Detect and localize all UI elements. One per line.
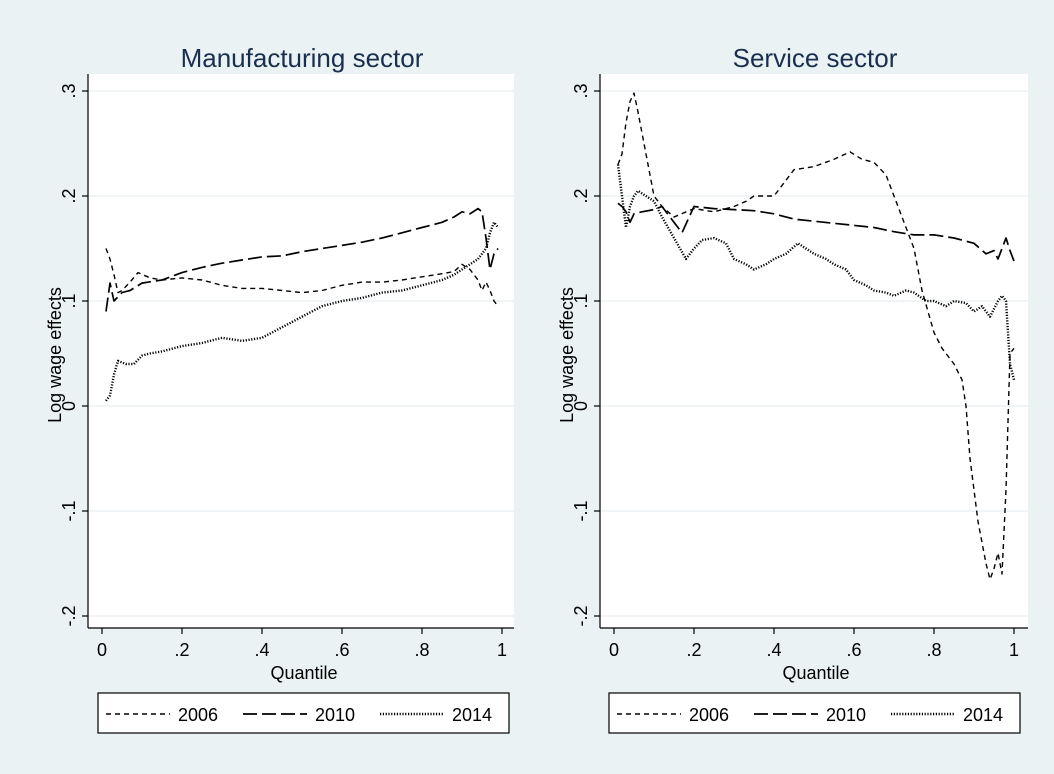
legend: 2006 2010 2014: [608, 692, 1021, 734]
x-tick-label: .6: [334, 640, 349, 660]
legend-box: [608, 692, 1021, 734]
panel-1: Manufacturing sector -.2 -.1 0 .1 .2 .3 0 .2 .4 .6…: [45, 43, 514, 734]
series-line-2006: [617, 92, 1015, 580]
y-tick-label: 0: [59, 401, 79, 411]
y-tick-label: -.2: [59, 605, 79, 626]
series-line-2010: [617, 202, 1015, 262]
x-axis-title: Quantile: [270, 663, 337, 683]
y-tick-label: .1: [59, 293, 79, 308]
legend-label-2014: 2014: [963, 705, 1003, 725]
legend-label-2010: 2010: [826, 705, 866, 725]
y-tick-label: -.1: [571, 500, 591, 521]
plot-area: [600, 74, 1028, 628]
y-axis-title: Log wage effects: [45, 287, 65, 423]
series-line-2014: [105, 221, 499, 402]
x-tick-label: .2: [686, 640, 701, 660]
panel-2: Service sector -.2 -.1 0 .1 .2 .3 0 .2 .4 .6 .8 1 Qua…: [557, 43, 1028, 734]
legend-label-2006: 2006: [689, 705, 729, 725]
x-tick-label: .4: [766, 640, 781, 660]
x-tick-label: .8: [926, 640, 941, 660]
legend-box: [97, 692, 510, 734]
x-tick-label: .2: [174, 640, 189, 660]
plot-area: [88, 74, 514, 628]
x-tick-label: .6: [846, 640, 861, 660]
x-tick-label: 1: [1009, 640, 1019, 660]
legend-label-2014: 2014: [452, 705, 492, 725]
x-tick-label: .4: [254, 640, 269, 660]
x-tick-label: 1: [497, 640, 507, 660]
y-axis-title: Log wage effects: [557, 287, 577, 423]
chart-title: Manufacturing sector: [181, 43, 424, 73]
y-tick-label: .3: [571, 83, 591, 98]
legend-label-2006: 2006: [178, 705, 218, 725]
y-tick-label: -.2: [571, 605, 591, 626]
series-line-2006: [105, 248, 499, 307]
legend-label-2010: 2010: [315, 705, 355, 725]
x-tick-label: 0: [609, 640, 619, 660]
y-tick-label: -.1: [59, 500, 79, 521]
y-tick-label: .1: [571, 293, 591, 308]
y-tick-label: .2: [571, 188, 591, 203]
y-tick-label: .2: [59, 188, 79, 203]
series-line-2010: [105, 207, 499, 312]
x-axis-title: Quantile: [782, 663, 849, 683]
x-tick-label: .8: [414, 640, 429, 660]
legend: 2006 2010 2014: [97, 692, 510, 734]
y-tick-label: 0: [571, 401, 591, 411]
chart-title: Service sector: [733, 43, 898, 73]
y-tick-label: .3: [59, 83, 79, 98]
x-tick-label: 0: [97, 640, 107, 660]
